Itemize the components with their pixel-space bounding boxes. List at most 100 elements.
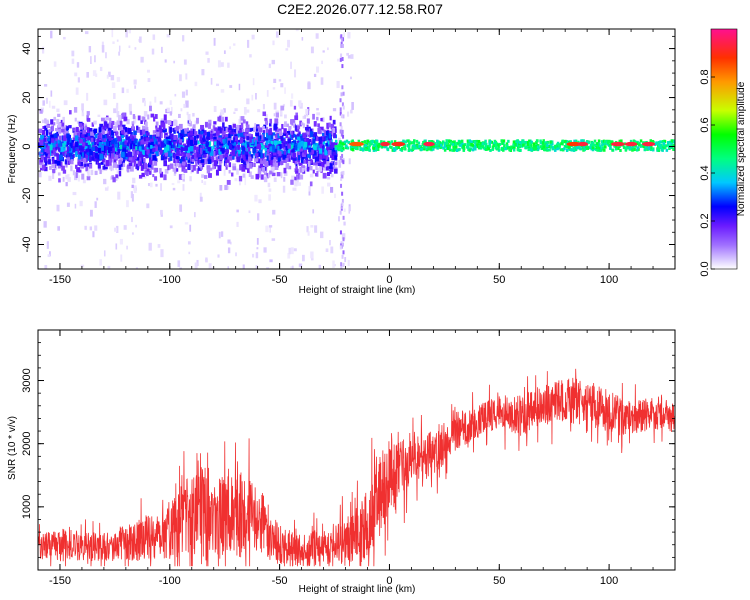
spectrogram-cell (44, 84, 48, 87)
spectrogram-cell (130, 143, 133, 149)
spectrogram-cell (276, 161, 280, 166)
spectrogram-cell (168, 157, 171, 162)
spectrogram-xtick-label: -50 (272, 274, 288, 286)
spectrogram-cell (318, 137, 323, 141)
spectrogram-cell (211, 157, 215, 163)
spectrogram-cell (415, 139, 419, 143)
spectrogram-cell (149, 182, 153, 188)
spectrogram-cell (331, 167, 334, 172)
spectrogram-cell (266, 90, 269, 97)
spectrogram-cell (238, 118, 241, 124)
spectrogram-cell (238, 151, 241, 157)
spectrogram-cell (484, 139, 487, 143)
spectrogram-cell (116, 151, 120, 158)
spectrogram-cell (348, 158, 351, 165)
spectrogram-cell (142, 97, 146, 103)
spectrogram-cell (269, 170, 273, 175)
snr-frame (37, 329, 676, 571)
spectrogram-cell (582, 139, 585, 143)
spectrogram-cell (339, 129, 342, 134)
spectrogram-cell (366, 139, 370, 143)
spectrogram-cell (339, 155, 342, 160)
spectrogram-cell (475, 139, 479, 143)
spectrogram-cell (233, 43, 236, 46)
spectrogram-cell (330, 123, 335, 130)
spectrogram-cell (119, 120, 123, 126)
spectrogram-cell (294, 144, 298, 151)
spectrogram-cell (58, 140, 62, 146)
spectrogram-cell (47, 151, 50, 158)
spectrogram-cell (86, 117, 91, 122)
spectrogram-cell (112, 165, 115, 171)
spectrogram-cell (258, 144, 261, 151)
spectrogram-cell (291, 134, 295, 138)
spectrogram-cell (397, 145, 400, 149)
spectrogram-cell (74, 129, 77, 136)
spectrogram-cell (247, 146, 251, 152)
spectrogram-cell (633, 148, 636, 152)
spectrogram-cell (42, 100, 45, 106)
spectrogram-cell (215, 130, 220, 136)
spectrogram-cell (432, 140, 435, 144)
spectrogram-cell (340, 43, 343, 48)
snr-xtick-label: -50 (272, 575, 288, 587)
spectrogram-cell (310, 251, 314, 259)
spectrogram-cell (273, 140, 278, 145)
spectrogram-xtick-label: -100 (159, 274, 181, 286)
spectrogram-cell (254, 154, 257, 161)
spectrogram-cell (161, 46, 163, 53)
spectrogram-cell (308, 138, 312, 143)
spectrogram-cell (234, 146, 237, 151)
spectrogram-cell (48, 159, 51, 165)
spectrogram-cell (112, 162, 117, 168)
spectrogram-cell (304, 165, 308, 171)
spectrogram-cell (55, 146, 58, 150)
spectrogram-cell (239, 155, 244, 161)
spectrogram-cell (164, 151, 169, 157)
spectrogram-cell (388, 141, 392, 145)
spectrogram-cell (287, 252, 291, 259)
spectrogram-cell (179, 74, 182, 82)
spectrogram-cell (223, 169, 226, 176)
spectrogram-cell (51, 125, 54, 132)
spectrogram-cell (556, 147, 559, 151)
spectrogram-hotspot (349, 141, 364, 147)
spectrogram-cell (44, 118, 47, 124)
spectrogram-cell (75, 141, 79, 148)
spectrogram-cell (324, 130, 327, 136)
spectrogram-cell (507, 139, 510, 143)
spectrogram-cell (270, 134, 274, 140)
spectrogram-cell (239, 182, 241, 186)
spectrogram-cell (227, 62, 230, 68)
spectrogram-cell (94, 152, 98, 159)
spectrogram-cell (372, 148, 376, 152)
spectrogram-cell (43, 221, 47, 228)
spectrogram-cell (101, 150, 104, 157)
spectrogram-cell (116, 170, 120, 174)
spectrogram-cell (88, 156, 92, 162)
spectrogram-cell (241, 141, 245, 146)
spectrogram-cell (136, 151, 140, 155)
spectrogram-cell (295, 176, 299, 185)
spectrogram-cell (172, 187, 176, 191)
spectrogram-cell (220, 109, 225, 115)
spectrogram-hotspot (642, 141, 656, 147)
spectrogram-cell (364, 147, 367, 151)
spectrogram-cell (346, 52, 350, 56)
spectrogram-cell (49, 144, 53, 151)
spectrogram-cell (285, 145, 289, 150)
spectrogram-cell (542, 145, 546, 149)
spectrogram-cell (182, 184, 185, 191)
spectrogram-cell (579, 147, 583, 151)
spectrogram-cell (86, 92, 89, 101)
spectrogram-cell (246, 39, 250, 48)
spectrogram-cell (98, 142, 103, 148)
spectrogram-cell (311, 128, 314, 134)
spectrogram-cell (170, 137, 174, 144)
spectrogram-cell (649, 148, 653, 152)
spectrogram-cell (506, 146, 510, 150)
spectrogram-cell (303, 141, 308, 148)
spectrogram-cell (448, 140, 451, 144)
spectrogram-cell (257, 109, 261, 113)
